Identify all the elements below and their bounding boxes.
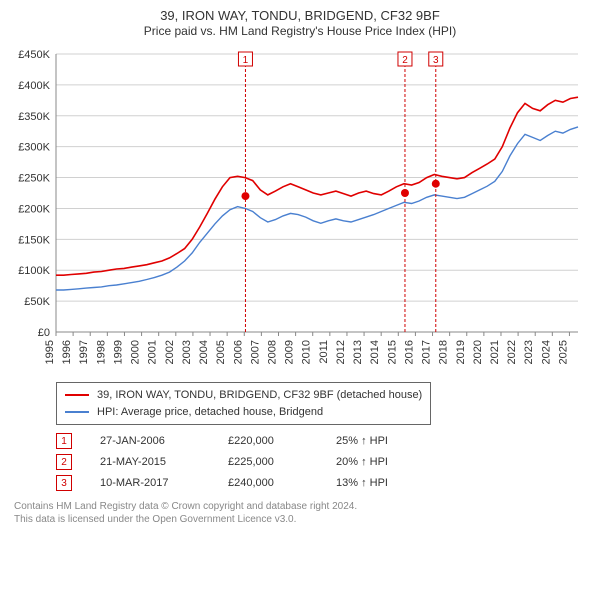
svg-text:2005: 2005: [215, 340, 227, 364]
svg-text:2012: 2012: [335, 340, 347, 364]
svg-text:2013: 2013: [352, 340, 364, 364]
sale-marker-num-2: 2: [402, 55, 408, 66]
sale-marker-num-1: 1: [243, 55, 249, 66]
svg-text:2009: 2009: [284, 340, 296, 364]
sales-price: £220,000: [228, 431, 308, 452]
svg-text:1997: 1997: [78, 340, 90, 364]
legend: 39, IRON WAY, TONDU, BRIDGEND, CF32 9BF …: [56, 382, 431, 425]
svg-text:2004: 2004: [198, 340, 210, 364]
svg-text:2020: 2020: [472, 340, 484, 364]
legend-swatch: [65, 411, 89, 413]
sales-price: £240,000: [228, 473, 308, 494]
svg-text:£300K: £300K: [18, 142, 50, 154]
sales-delta: 25% ↑ HPI: [336, 431, 388, 452]
svg-text:2001: 2001: [147, 340, 159, 364]
chart-area: £0 £50K £100K £150K £200K £250K £300K £350K £400…: [6, 44, 594, 374]
sale-dot-1: [241, 192, 249, 200]
svg-text:2000: 2000: [130, 340, 142, 364]
title-block: 39, IRON WAY, TONDU, BRIDGEND, CF32 9BF …: [6, 8, 594, 38]
sales-marker-1: 1: [56, 433, 72, 449]
sale-dot-3: [432, 180, 440, 188]
svg-text:2016: 2016: [403, 340, 415, 364]
sales-row-2: 2 21-MAY-2015 £225,000 20% ↑ HPI: [56, 452, 586, 473]
svg-text:£200K: £200K: [18, 203, 50, 215]
svg-text:£450K: £450K: [18, 49, 50, 61]
svg-text:2024: 2024: [540, 340, 552, 364]
svg-text:£0: £0: [38, 327, 50, 339]
sales-delta: 20% ↑ HPI: [336, 452, 388, 473]
svg-text:2014: 2014: [369, 340, 381, 364]
sale-dot-2: [401, 189, 409, 197]
sales-table: 1 27-JAN-2006 £220,000 25% ↑ HPI 2 21-MAY-201…: [56, 431, 586, 494]
svg-text:2017: 2017: [421, 340, 433, 364]
sales-marker-2: 2: [56, 454, 72, 470]
svg-text:2007: 2007: [249, 340, 261, 364]
svg-text:£150K: £150K: [18, 234, 50, 246]
svg-text:2019: 2019: [455, 340, 467, 364]
svg-text:£400K: £400K: [18, 80, 50, 92]
svg-text:1998: 1998: [95, 340, 107, 364]
sales-row-3: 3 10-MAR-2017 £240,000 13% ↑ HPI: [56, 473, 586, 494]
legend-label: HPI: Average price, detached house, Brid…: [97, 404, 323, 421]
svg-text:1996: 1996: [61, 340, 73, 364]
sales-date: 10-MAR-2017: [100, 473, 200, 494]
legend-row-0: 39, IRON WAY, TONDU, BRIDGEND, CF32 9BF …: [65, 387, 422, 404]
legend-row-1: HPI: Average price, detached house, Brid…: [65, 404, 422, 421]
footer-line-1: Contains HM Land Registry data © Crown c…: [14, 500, 586, 513]
svg-text:£100K: £100K: [18, 265, 50, 277]
svg-text:2018: 2018: [438, 340, 450, 364]
sales-date: 21-MAY-2015: [100, 452, 200, 473]
svg-text:£50K: £50K: [24, 296, 50, 308]
legend-label: 39, IRON WAY, TONDU, BRIDGEND, CF32 9BF …: [97, 387, 422, 404]
sales-price: £225,000: [228, 452, 308, 473]
svg-text:2010: 2010: [301, 340, 313, 364]
svg-text:2011: 2011: [318, 340, 330, 364]
svg-text:1999: 1999: [112, 340, 124, 364]
footer: Contains HM Land Registry data © Crown c…: [14, 500, 586, 526]
svg-text:£350K: £350K: [18, 111, 50, 123]
svg-text:2022: 2022: [506, 340, 518, 364]
sale-marker-num-3: 3: [433, 55, 439, 66]
chart-subtitle: Price paid vs. HM Land Registry's House …: [6, 24, 594, 38]
chart-svg: £0 £50K £100K £150K £200K £250K £300K £350K £400…: [6, 44, 586, 374]
svg-text:£250K: £250K: [18, 173, 50, 185]
svg-text:2002: 2002: [164, 340, 176, 364]
footer-line-2: This data is licensed under the Open Gov…: [14, 513, 586, 526]
sales-marker-3: 3: [56, 475, 72, 491]
sales-date: 27-JAN-2006: [100, 431, 200, 452]
chart-title: 39, IRON WAY, TONDU, BRIDGEND, CF32 9BF: [6, 8, 594, 23]
svg-text:2006: 2006: [232, 340, 244, 364]
svg-text:2015: 2015: [386, 340, 398, 364]
svg-text:1995: 1995: [44, 340, 56, 364]
svg-text:2025: 2025: [557, 340, 569, 364]
svg-text:2003: 2003: [181, 340, 193, 364]
legend-swatch: [65, 394, 89, 396]
svg-text:2008: 2008: [266, 340, 278, 364]
sales-delta: 13% ↑ HPI: [336, 473, 388, 494]
svg-text:2023: 2023: [523, 340, 535, 364]
sales-row-1: 1 27-JAN-2006 £220,000 25% ↑ HPI: [56, 431, 586, 452]
svg-text:2021: 2021: [489, 340, 501, 364]
